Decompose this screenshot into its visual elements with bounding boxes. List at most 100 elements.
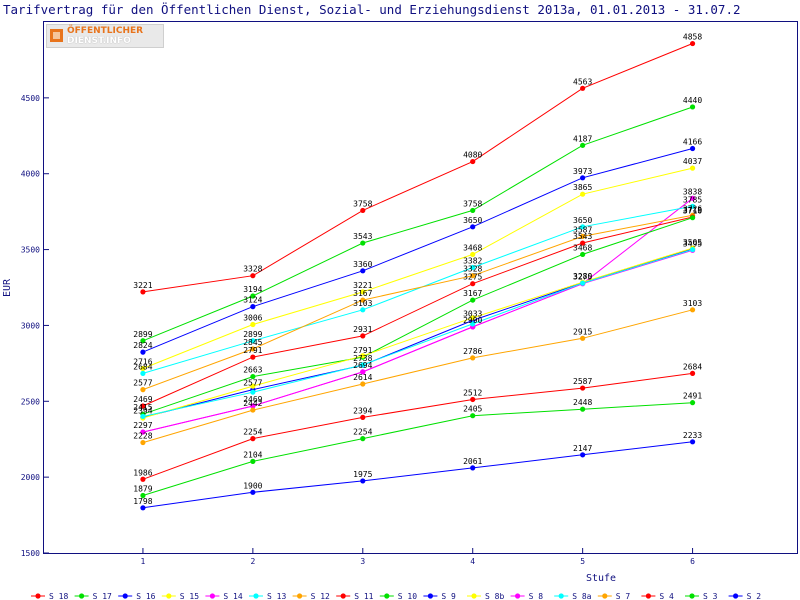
data-label: 3194 — [243, 285, 262, 294]
data-point-S_7 — [470, 355, 476, 361]
data-point-S_2 — [689, 439, 696, 445]
data-point-S_13 — [470, 264, 476, 271]
legend-label-S_10: S_10 — [398, 592, 417, 600]
legend-swatch-point — [340, 593, 346, 599]
data-point-S_3 — [580, 406, 586, 412]
data-label: 3167 — [463, 289, 482, 298]
data-label: 2587 — [573, 377, 592, 386]
data-label: 3468 — [463, 243, 482, 252]
y-tick-label: 1500 — [21, 549, 40, 558]
legend-swatch-point — [253, 593, 259, 599]
legend-swatch-point — [384, 593, 390, 599]
data-label: 4187 — [573, 134, 592, 143]
data-label: 2491 — [683, 392, 702, 401]
data-label: 3360 — [353, 260, 372, 269]
data-label: 4080 — [463, 151, 482, 160]
legend-swatch-point — [602, 593, 608, 599]
data-label: 3785 — [683, 195, 702, 204]
x-tick-label: 2 — [250, 557, 255, 566]
data-point-S_11 — [140, 403, 146, 409]
data-label: 2254 — [243, 428, 262, 437]
x-axis-label: Stufe — [586, 573, 616, 584]
data-point-S_13 — [580, 224, 586, 230]
data-label: 2899 — [243, 330, 262, 339]
data-point-S_3 — [689, 400, 696, 406]
data-point-S_8a — [580, 280, 586, 286]
data-label: 3650 — [463, 216, 482, 225]
data-label: 3103 — [683, 299, 702, 308]
legend-label-S_16: S_16 — [136, 592, 155, 600]
legend-label-S_11: S_11 — [354, 592, 373, 600]
data-point-S_10 — [689, 215, 696, 221]
data-label: 3006 — [243, 314, 262, 323]
series-line-S_2 — [142, 441, 693, 509]
x-tick-label: 6 — [690, 557, 695, 566]
series-line-S_7 — [142, 309, 693, 444]
data-point-S_15 — [360, 289, 366, 295]
legend-swatch-point — [689, 593, 695, 599]
data-point-S_8b — [470, 315, 476, 321]
site-logo[interactable]: ÖFFENTLICHER DIENST.INFO — [46, 24, 164, 48]
data-point-S_8a — [470, 321, 476, 327]
data-label: 3468 — [573, 243, 592, 252]
data-point-S_18 — [470, 158, 476, 165]
data-label: 2254 — [353, 428, 372, 437]
data-point-S_18 — [580, 85, 586, 91]
logo-text-line1: ÖFFENTLICHER — [67, 26, 144, 36]
data-label: 4858 — [683, 33, 702, 42]
series-line-S_4 — [142, 372, 693, 480]
data-point-S_18 — [360, 207, 366, 214]
data-label: 2061 — [463, 457, 482, 466]
data-point-S_4 — [689, 370, 696, 376]
data-label: 2469 — [133, 395, 152, 404]
data-label: 4440 — [683, 96, 702, 105]
data-label: 3103 — [353, 299, 372, 308]
data-point-S_17 — [250, 293, 256, 299]
data-label: 3758 — [463, 199, 482, 208]
series-line-S_13 — [142, 205, 693, 374]
data-label: 3865 — [573, 183, 592, 192]
series-points — [140, 40, 696, 511]
legend-label-S_9: S_9 — [441, 592, 456, 600]
data-point-S_4 — [360, 414, 366, 420]
data-label: 3280 — [573, 272, 592, 281]
data-label: 2791 — [243, 346, 262, 355]
y-tick-label: 2000 — [21, 473, 40, 482]
data-point-S_8b — [360, 353, 366, 359]
data-point-S_4 — [250, 436, 256, 442]
legend-label-S_7: S_7 — [616, 592, 631, 600]
data-label: 2791 — [353, 346, 372, 355]
axes: 1500 2000 2500 3000 3500 4000 4500 1 2 3 4 5 6 — [21, 94, 695, 566]
legend-swatch-point — [297, 593, 303, 599]
data-label: 3221 — [353, 281, 372, 290]
data-point-S_3 — [470, 413, 476, 419]
data-label: 3543 — [573, 232, 592, 241]
data-point-S_13 — [689, 203, 696, 209]
data-point-S_8 — [250, 403, 256, 409]
data-point-S_18 — [250, 273, 256, 279]
data-label: 2684 — [683, 362, 702, 371]
data-label: 2845 — [243, 338, 262, 347]
data-label: 3328 — [463, 265, 482, 274]
data-point-S_7 — [250, 407, 256, 413]
series-line-S_18 — [142, 43, 693, 293]
data-point-S_10 — [250, 373, 256, 380]
data-label: 3124 — [243, 296, 262, 305]
data-point-S_13 — [250, 338, 256, 344]
data-label: 3710 — [683, 207, 702, 216]
data-point-S_12 — [580, 233, 586, 239]
legend-label-S_2: S_2 — [747, 592, 762, 600]
x-tick-label: 5 — [580, 557, 585, 566]
data-point-S_4 — [580, 385, 586, 391]
data-point-S_18 — [689, 40, 696, 47]
legend-label-S_18: S_18 — [49, 592, 68, 600]
legend-swatch-point — [122, 593, 128, 599]
data-label: 3650 — [573, 216, 592, 225]
data-point-S_16 — [470, 224, 476, 230]
data-label: 2694 — [353, 361, 372, 370]
data-label: 2684 — [133, 362, 152, 371]
x-tick-label: 1 — [141, 557, 146, 566]
data-point-S_12 — [140, 387, 146, 393]
legend-label-S_12: S_12 — [311, 592, 330, 600]
